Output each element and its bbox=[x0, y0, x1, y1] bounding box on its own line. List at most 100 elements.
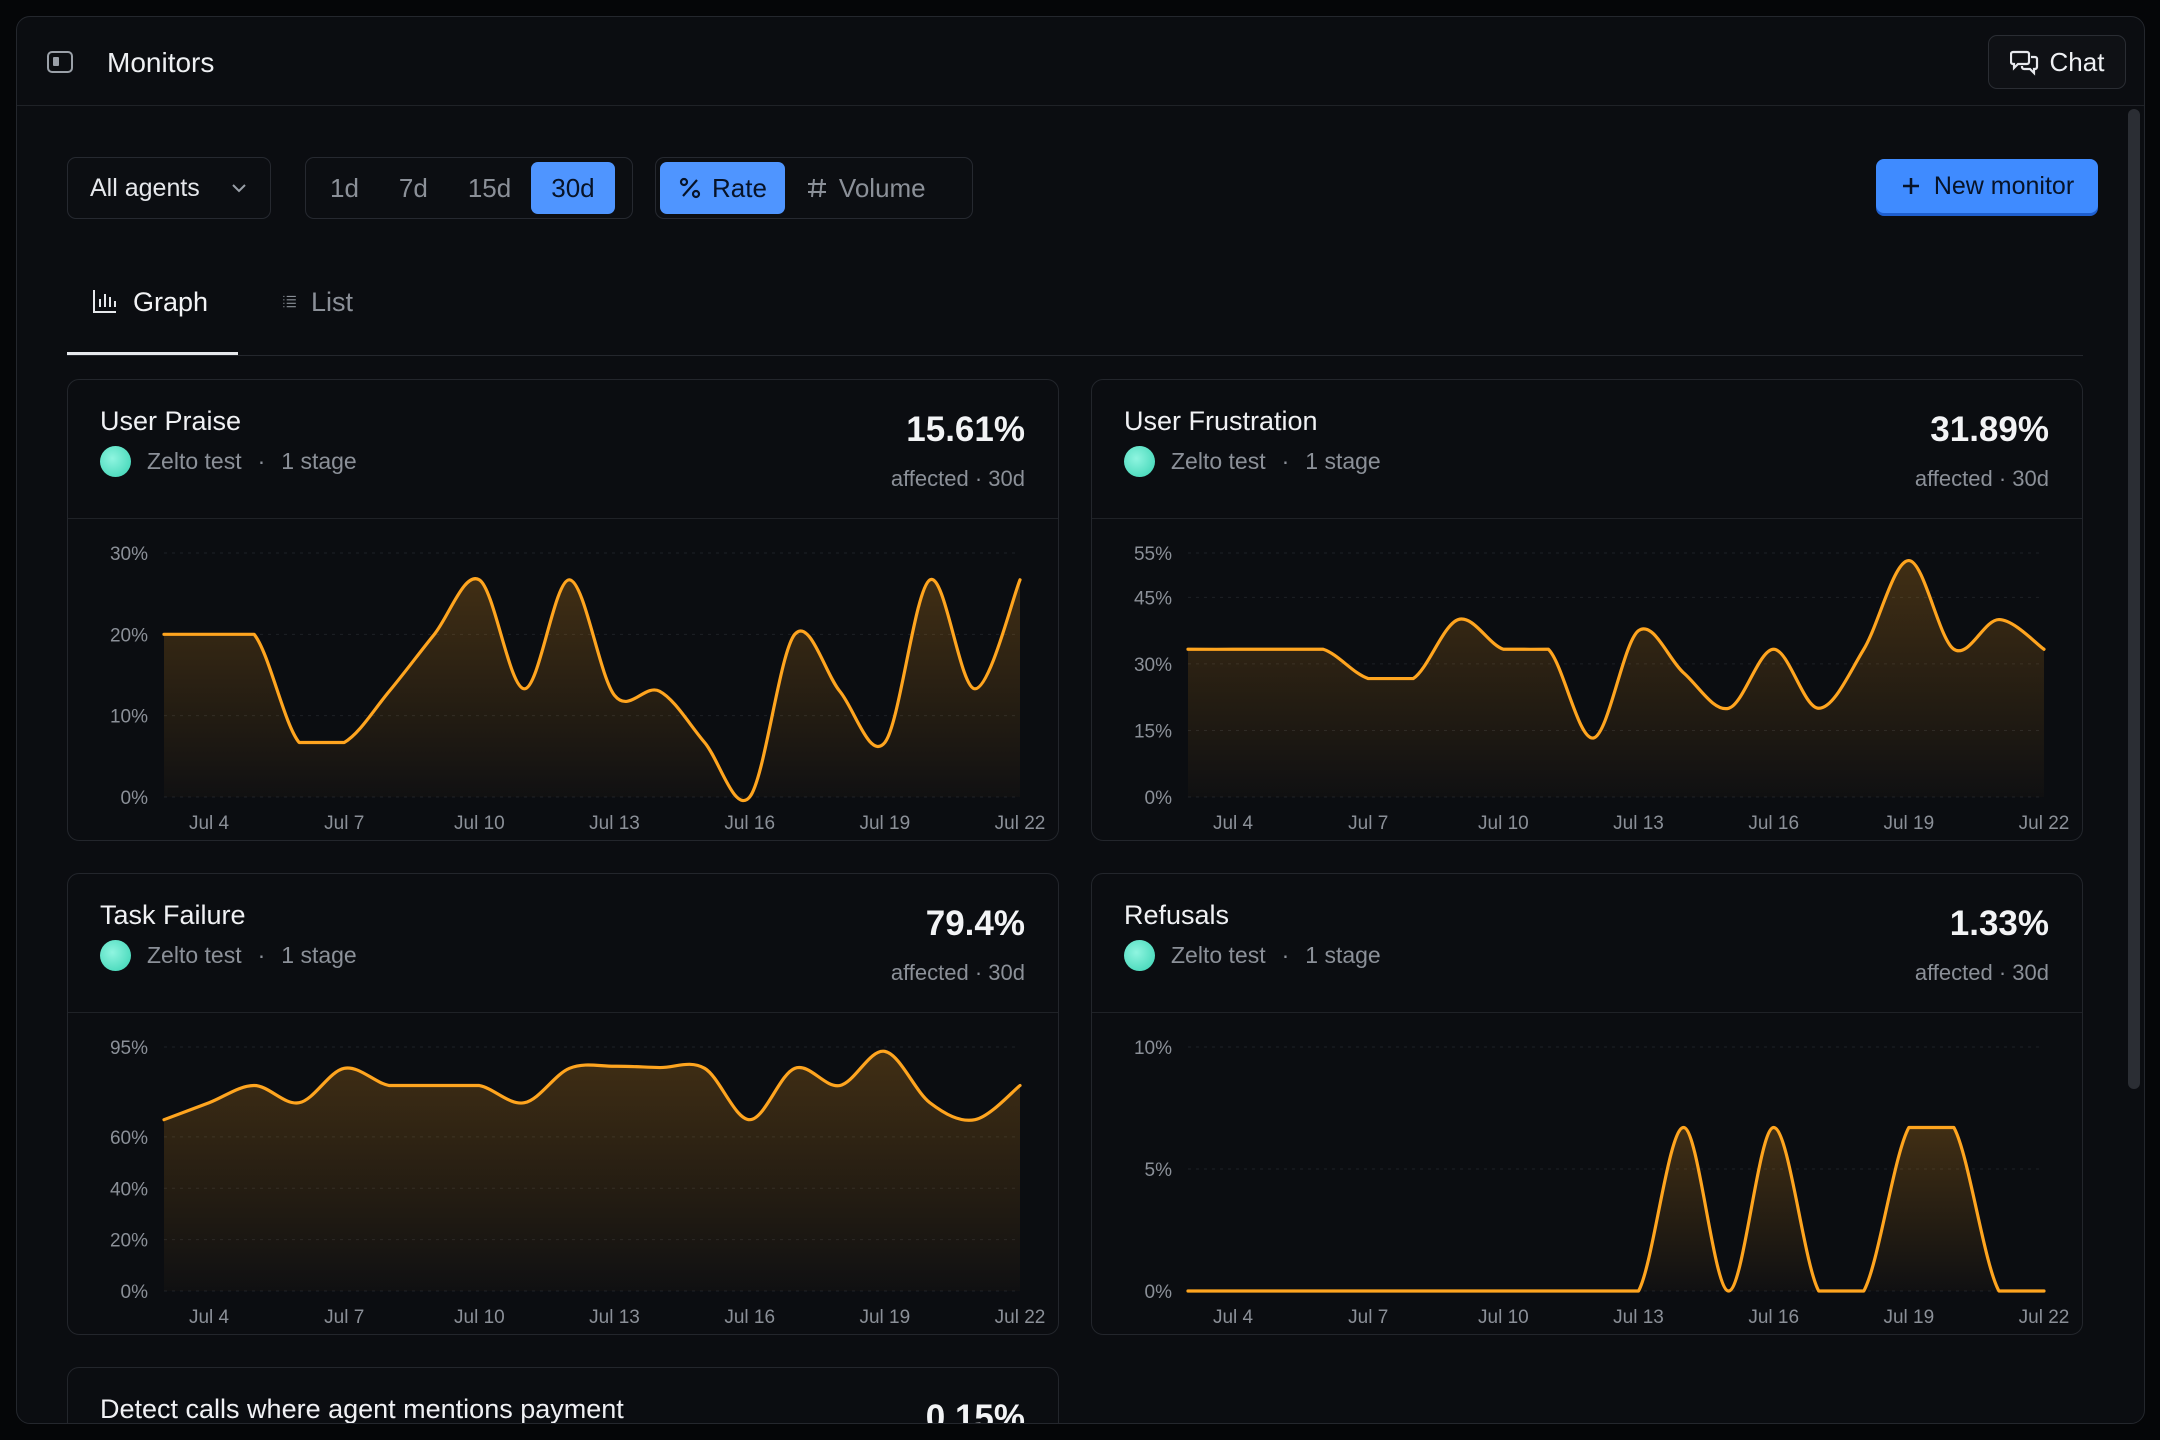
app-window: Monitors Chat All agents 1d 7d 15d 30d R… bbox=[16, 16, 2145, 1424]
monitor-title: Refusals bbox=[1124, 900, 1230, 930]
period-7d[interactable]: 7d bbox=[398, 172, 428, 203]
y-tick-label: 40% bbox=[110, 1179, 148, 1200]
monitor-value: 31.89% bbox=[1930, 410, 2049, 449]
stage-count: 1 stage bbox=[281, 448, 357, 474]
series-area bbox=[1188, 1127, 2044, 1291]
monitor-meta: Zelto test · 1 stage bbox=[100, 940, 357, 971]
agent-name: Zelto test bbox=[1171, 942, 1266, 968]
x-tick-label: Jul 7 bbox=[324, 1307, 364, 1328]
monitor-chart: 0% 10% 20% 30% Jul 4 Jul 7 Jul 10 Jul 13 Jul 16 J… bbox=[110, 544, 1046, 834]
y-tick-label: 30% bbox=[1134, 655, 1172, 676]
monitor-card-task-failure[interactable]: Task Failure Zelto test · 1 stage 79.4% … bbox=[67, 873, 1059, 1335]
monitor-value-caption: affected · 30d bbox=[890, 466, 1025, 491]
y-tick-label: 10% bbox=[1134, 1038, 1172, 1059]
agents-dropdown-label: All agents bbox=[90, 173, 200, 202]
y-tick-label: 0% bbox=[1145, 788, 1173, 809]
x-tick-label: Jul 7 bbox=[1348, 813, 1388, 834]
mode-selector: Rate Volume bbox=[655, 157, 973, 219]
x-tick-label: Jul 10 bbox=[1478, 1307, 1529, 1328]
separator-dot: · bbox=[257, 448, 266, 474]
monitor-chart: 0% 5% 10% Jul 4 Jul 7 Jul 10 Jul 13 Jul 16 Jul 1… bbox=[1134, 1038, 2069, 1328]
monitor-value: 0.15% bbox=[925, 1398, 1025, 1424]
series-line bbox=[162, 577, 1022, 802]
agent-name: Zelto test bbox=[1171, 448, 1266, 474]
x-tick-label: Jul 19 bbox=[1883, 1307, 1934, 1328]
monitor-title: Task Failure bbox=[100, 900, 246, 930]
monitor-title: User Praise bbox=[100, 406, 242, 436]
x-tick-label: Jul 13 bbox=[589, 1307, 640, 1328]
sidebar-toggle-icon[interactable] bbox=[47, 51, 73, 73]
x-tick-label: Jul 16 bbox=[724, 813, 775, 834]
mode-rate[interactable]: Rate bbox=[660, 162, 785, 214]
x-tick-label: Jul 10 bbox=[1478, 813, 1529, 834]
card-header: Task Failure Zelto test · 1 stage 79.4% … bbox=[68, 874, 1058, 1013]
x-tick-label: Jul 4 bbox=[1213, 813, 1254, 834]
period-30d[interactable]: 30d bbox=[531, 162, 615, 214]
chevron-down-icon bbox=[232, 184, 246, 193]
series-line bbox=[162, 1049, 1022, 1122]
agent-avatar bbox=[100, 940, 131, 971]
y-tick-label: 0% bbox=[1145, 1282, 1173, 1303]
agent-avatar bbox=[1124, 446, 1155, 477]
monitor-value: 15.61% bbox=[906, 410, 1025, 449]
agent-name: Zelto test bbox=[147, 448, 242, 474]
card-header: User Praise Zelto test · 1 stage 15.61% … bbox=[68, 380, 1058, 519]
list-icon bbox=[283, 295, 296, 308]
x-tick-label: Jul 16 bbox=[724, 1307, 775, 1328]
agent-name: Zelto test bbox=[147, 942, 242, 968]
view-tabs: Graph List bbox=[67, 273, 2083, 356]
period-15d[interactable]: 15d bbox=[467, 172, 512, 203]
top-bar: Monitors Chat bbox=[17, 17, 2144, 106]
x-tick-label: Jul 10 bbox=[454, 813, 505, 834]
monitor-meta: Zelto test · 1 stage bbox=[1124, 446, 1381, 477]
new-monitor-label: New monitor bbox=[1933, 171, 2075, 200]
separator-dot: · bbox=[257, 942, 266, 968]
monitor-card-refusals[interactable]: Refusals Zelto test · 1 stage 1.33% affe… bbox=[1091, 873, 2083, 1335]
monitor-chart: 0% 20% 40% 60% 95% Jul 4 Jul 7 Jul 10 Jul 13 Jul … bbox=[110, 1038, 1046, 1328]
agent-avatar bbox=[1124, 940, 1155, 971]
card-header: Refusals Zelto test · 1 stage 1.33% affe… bbox=[1092, 874, 2082, 1013]
x-tick-label: Jul 22 bbox=[995, 1307, 1046, 1328]
bar-chart-icon bbox=[93, 290, 116, 313]
x-tick-label: Jul 22 bbox=[995, 813, 1046, 834]
percent-icon bbox=[679, 177, 701, 199]
monitor-value-caption: affected · 30d bbox=[1914, 960, 2049, 985]
mode-volume-label: Volume bbox=[838, 172, 926, 203]
y-tick-label: 0% bbox=[121, 1282, 149, 1303]
y-tick-label: 30% bbox=[110, 544, 148, 565]
mode-volume[interactable]: Volume bbox=[785, 162, 946, 214]
monitor-value-caption: affected · 30d bbox=[890, 960, 1025, 985]
x-tick-label: Jul 10 bbox=[454, 1307, 505, 1328]
y-tick-label: 15% bbox=[1134, 721, 1172, 742]
series-line bbox=[1186, 558, 2046, 740]
monitor-value: 1.33% bbox=[1949, 904, 2049, 943]
new-monitor-button[interactable]: New monitor bbox=[1876, 159, 2098, 213]
page-title: Monitors bbox=[107, 47, 215, 78]
x-tick-label: Jul 4 bbox=[1213, 1307, 1254, 1328]
monitor-value-caption: affected · 30d bbox=[1914, 466, 2049, 491]
x-tick-label: Jul 13 bbox=[589, 813, 640, 834]
x-tick-label: Jul 7 bbox=[324, 813, 364, 834]
period-1d[interactable]: 1d bbox=[330, 172, 359, 203]
y-tick-label: 60% bbox=[110, 1128, 148, 1149]
agents-dropdown[interactable]: All agents bbox=[67, 157, 271, 219]
monitor-chart: 0% 15% 30% 45% 55% Jul 4 Jul 7 Jul 10 Jul 13 Jul … bbox=[1134, 544, 2069, 834]
x-tick-label: Jul 13 bbox=[1613, 1307, 1664, 1328]
series-area bbox=[1188, 560, 2044, 797]
y-tick-label: 20% bbox=[110, 625, 148, 646]
monitor-meta: Zelto test · 1 stage bbox=[100, 446, 357, 477]
y-tick-label: 55% bbox=[1134, 544, 1172, 565]
separator-dot: · bbox=[1281, 942, 1290, 968]
tab-list[interactable]: List bbox=[257, 287, 377, 355]
series-area bbox=[164, 1051, 1020, 1291]
plus-icon bbox=[1902, 178, 1919, 194]
tab-graph[interactable]: Graph bbox=[67, 287, 238, 355]
scrollbar[interactable] bbox=[2128, 109, 2140, 1089]
monitor-card-user-praise[interactable]: User Praise Zelto test · 1 stage 15.61% … bbox=[67, 379, 1059, 841]
chat-label: Chat bbox=[2049, 46, 2105, 77]
series-line bbox=[1186, 1125, 2046, 1293]
chat-button[interactable]: Chat bbox=[1988, 35, 2126, 89]
monitor-card-payment-mentions[interactable]: Detect calls where agent mentions paymen… bbox=[67, 1367, 1059, 1424]
monitor-card-user-frustration[interactable]: User Frustration Zelto test · 1 stage 31… bbox=[1091, 379, 2083, 841]
card-header: User Frustration Zelto test · 1 stage 31… bbox=[1092, 380, 2082, 519]
